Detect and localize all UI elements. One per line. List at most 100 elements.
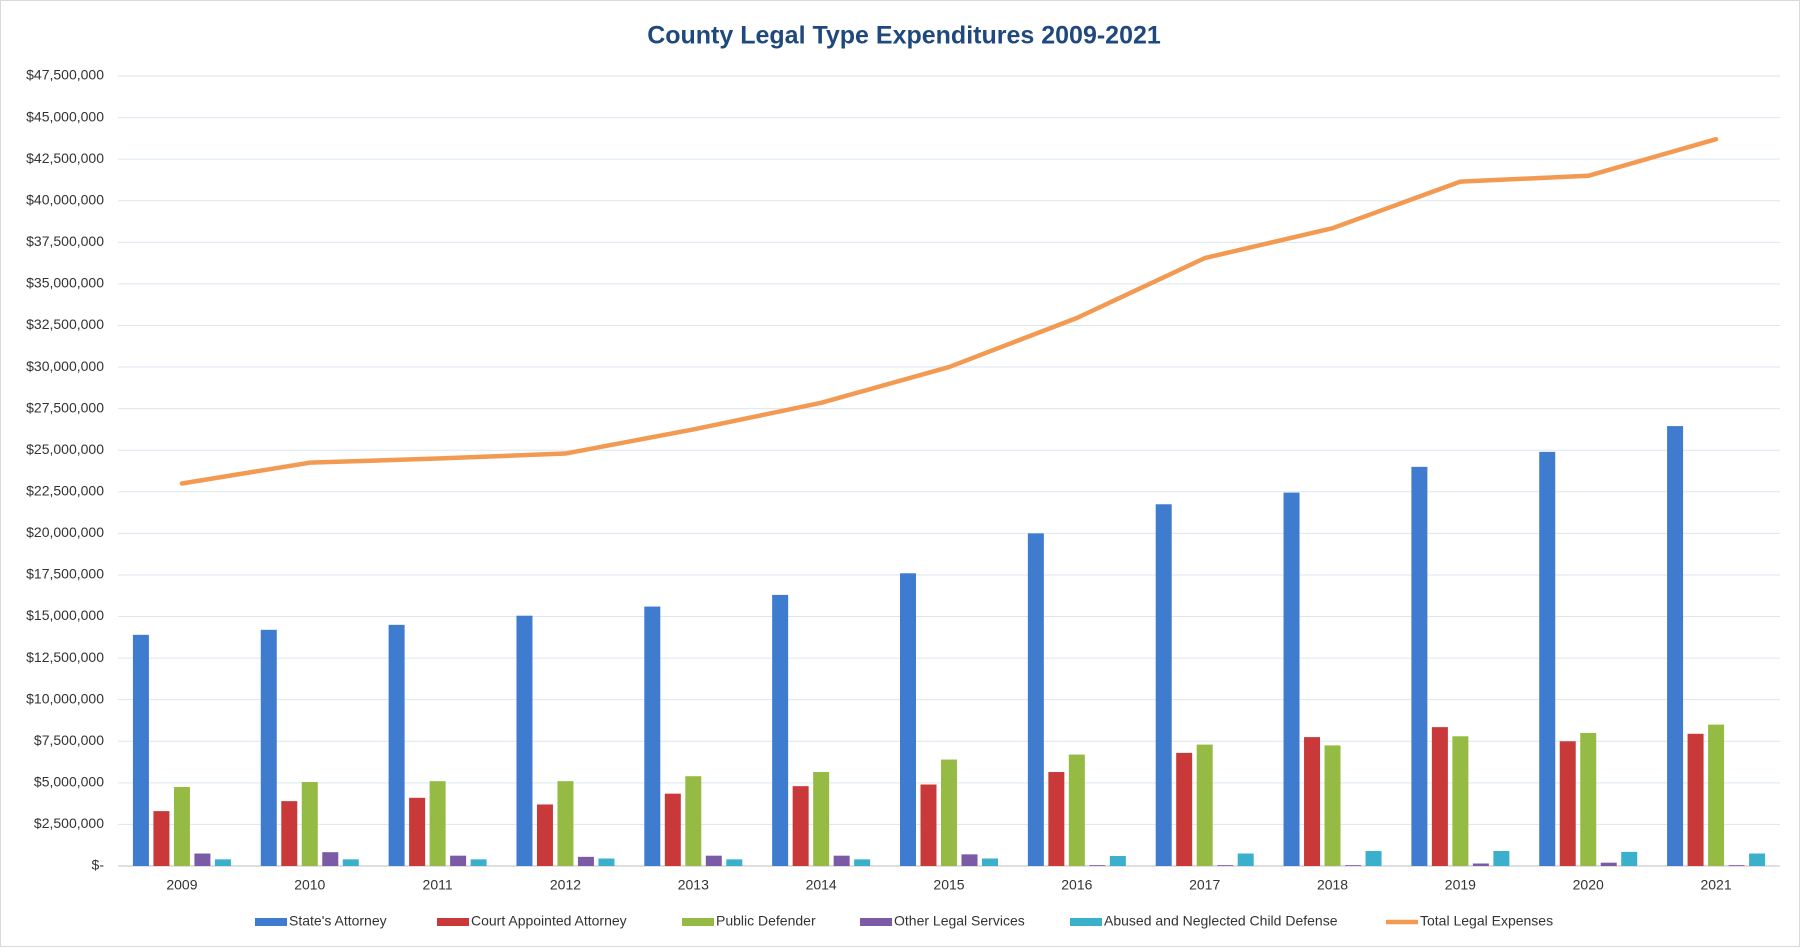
bar: [214, 859, 231, 866]
x-tick-label: 2019: [1445, 877, 1476, 893]
bar: [833, 855, 850, 866]
y-tick-label: $20,000,000: [26, 524, 104, 540]
bar: [577, 856, 594, 866]
bar: [664, 793, 681, 866]
y-tick-label: $47,500,000: [26, 67, 104, 83]
bar: [1452, 736, 1469, 866]
bar: [322, 852, 339, 866]
bar: [409, 797, 426, 866]
bar: [1068, 754, 1085, 866]
bar: [1493, 851, 1510, 866]
x-tick-label: 2018: [1317, 877, 1348, 893]
bar: [281, 801, 298, 866]
legend-swatch: [682, 918, 714, 926]
bar: [1431, 727, 1448, 866]
bar: [1539, 451, 1556, 866]
y-tick-label: $45,000,000: [26, 108, 104, 124]
bar: [1027, 533, 1044, 866]
bar: [1237, 853, 1254, 866]
bar: [536, 804, 553, 866]
bar: [388, 624, 405, 866]
bar: [772, 594, 789, 866]
y-tick-label: $37,500,000: [26, 233, 104, 249]
legend-label: Other Legal Services: [894, 913, 1025, 929]
y-tick-label: $30,000,000: [26, 358, 104, 374]
bar: [1176, 752, 1193, 866]
x-tick-label: 2017: [1189, 877, 1220, 893]
bar: [726, 859, 743, 866]
y-tick-label: $2,500,000: [34, 815, 104, 831]
x-tick-label: 2021: [1700, 877, 1731, 893]
bar: [1411, 466, 1428, 866]
y-tick-label: $5,000,000: [34, 774, 104, 790]
x-tick-label: 2011: [423, 877, 453, 893]
bar: [1667, 426, 1684, 866]
bar: [854, 859, 871, 866]
legend-label: Public Defender: [716, 913, 816, 929]
bar: [1048, 772, 1065, 866]
legend-label: Total Legal Expenses: [1420, 913, 1553, 929]
bar: [1217, 865, 1234, 866]
y-tick-label: $17,500,000: [26, 566, 104, 582]
bar: [1600, 862, 1617, 866]
bar: [941, 759, 957, 866]
bar: [1559, 741, 1576, 866]
chart-title: County Legal Type Expenditures 2009-2021: [647, 22, 1161, 50]
x-tick-label: 2016: [1061, 877, 1092, 893]
bar: [1304, 737, 1321, 866]
legend-label: Abused and Neglected Child Defense: [1104, 913, 1338, 929]
bar: [557, 781, 574, 866]
y-tick-label: $10,000,000: [26, 690, 104, 706]
bar: [153, 811, 170, 866]
y-tick-label: $25,000,000: [26, 441, 104, 457]
bar: [900, 573, 916, 866]
x-tick-label: 2010: [294, 877, 325, 893]
bar: [1687, 733, 1704, 866]
y-tick-label: $40,000,000: [26, 191, 104, 207]
x-tick-label: 2015: [933, 877, 964, 893]
line: [179, 136, 1719, 486]
y-tick-label: $27,500,000: [26, 399, 104, 415]
bar: [1472, 863, 1489, 866]
legend-label: State's Attorney: [289, 913, 387, 929]
y-tick-label: $15,000,000: [26, 607, 104, 623]
bar: [1708, 724, 1725, 866]
bar: [1621, 851, 1638, 866]
y-tick-label: $42,500,000: [26, 150, 104, 166]
bar: [1345, 865, 1362, 866]
bar: [450, 855, 467, 866]
bar: [1089, 865, 1106, 866]
x-tick-label: 2013: [678, 877, 709, 893]
bar: [644, 606, 661, 866]
bar: [301, 782, 318, 866]
bar: [194, 853, 211, 866]
bar: [705, 855, 722, 866]
y-tick-label: $22,500,000: [26, 482, 104, 498]
bar: [1283, 492, 1300, 866]
legend-label: Court Appointed Attorney: [471, 913, 627, 929]
bar: [1324, 745, 1341, 866]
bar: [132, 634, 149, 866]
bar: [1728, 865, 1745, 866]
bar: [260, 629, 277, 866]
y-tick-label: $35,000,000: [26, 275, 104, 291]
bar: [685, 776, 702, 866]
y-tick-label: $7,500,000: [34, 732, 104, 748]
x-tick-label: 2012: [550, 877, 581, 893]
bar: [1155, 504, 1172, 866]
bar: [920, 784, 937, 866]
y-tick-label: $32,500,000: [26, 316, 104, 332]
bar: [982, 858, 998, 866]
legend-swatch: [1070, 918, 1102, 926]
bar: [598, 858, 615, 866]
legend-swatch: [437, 918, 469, 926]
y-tick-label: $12,500,000: [26, 649, 104, 665]
x-tick-label: 2020: [1573, 877, 1604, 893]
bar: [1196, 744, 1213, 866]
bar: [173, 787, 190, 866]
bar: [342, 859, 359, 866]
bar: [429, 781, 446, 866]
bar: [470, 859, 487, 866]
x-tick-label: 2014: [806, 877, 837, 893]
